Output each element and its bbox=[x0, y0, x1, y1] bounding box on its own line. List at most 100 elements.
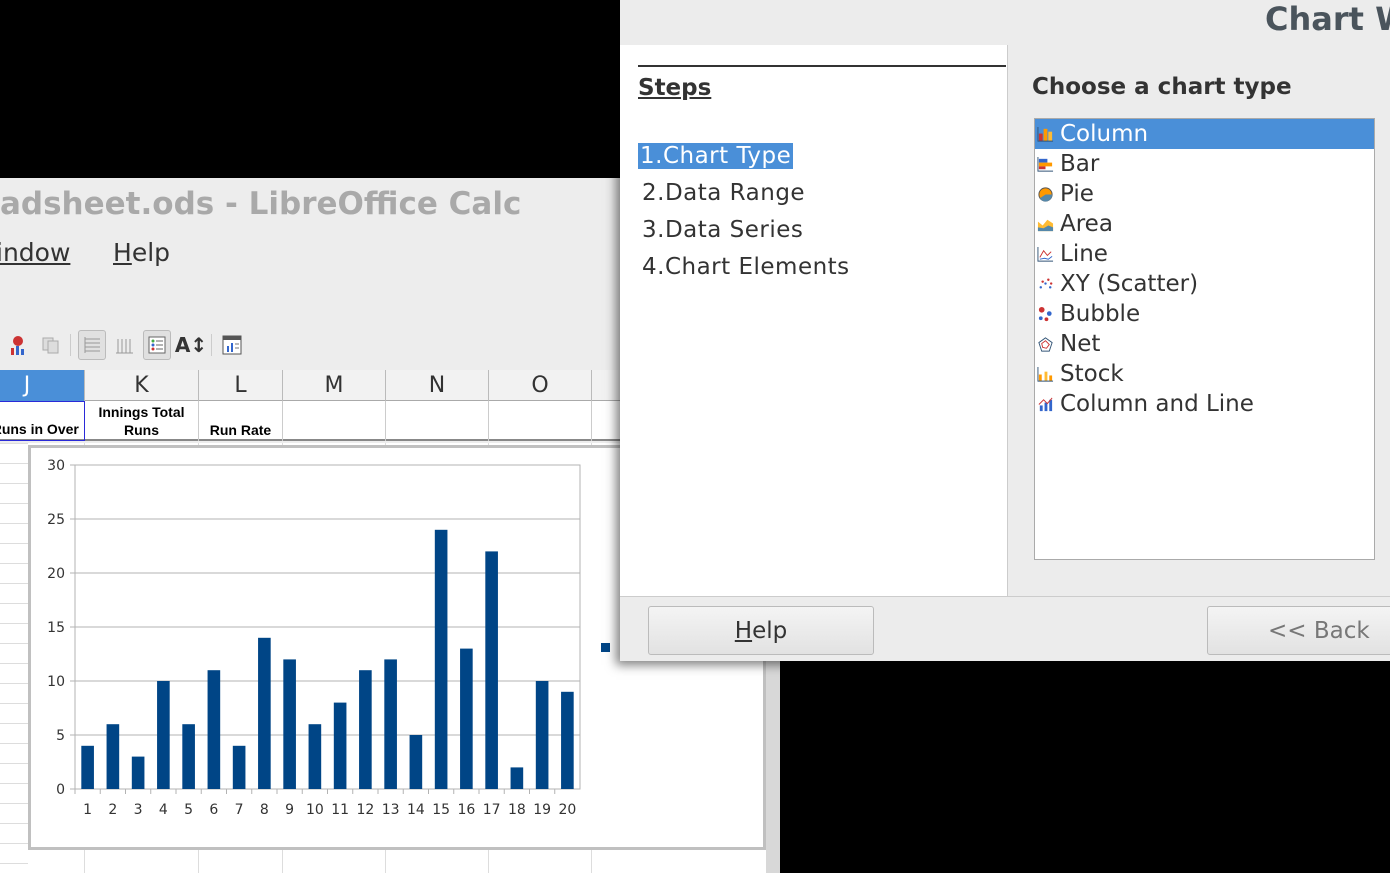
choose-chart-type-heading: Choose a chart type bbox=[1032, 74, 1292, 100]
bar-5 bbox=[182, 724, 195, 789]
x-tick-label: 14 bbox=[407, 802, 425, 818]
bar-3 bbox=[131, 756, 145, 789]
column-header-N[interactable]: N bbox=[386, 370, 489, 401]
x-tick-label: 2 bbox=[108, 802, 117, 818]
x-tick-label: 8 bbox=[260, 802, 269, 818]
y-tick-label: 20 bbox=[47, 566, 65, 582]
x-tick-label: 11 bbox=[331, 802, 349, 818]
bar-10 bbox=[308, 724, 322, 789]
bar-18 bbox=[510, 767, 524, 789]
chart-type-label: Column bbox=[1060, 121, 1149, 147]
column-header-J[interactable]: J bbox=[0, 370, 85, 401]
chart-type-label: Bubble bbox=[1060, 301, 1141, 327]
chart-toolbar: A↕ bbox=[0, 330, 620, 362]
help-button[interactable]: Help bbox=[648, 606, 874, 655]
embedded-chart[interactable]: 0 5 10 15 20 25 30 1 2 3 4 5 6 7 8 9 10 11 12 13 14 15 16 17 18 1… bbox=[28, 445, 766, 850]
chart-type-line[interactable]: Line bbox=[1035, 239, 1374, 269]
y-tick-label: 15 bbox=[47, 620, 65, 636]
data-table-icon[interactable] bbox=[218, 330, 246, 360]
x-tick-label: 12 bbox=[356, 802, 374, 818]
chart-type-icon[interactable] bbox=[4, 330, 32, 360]
scale-text-icon[interactable]: A↕ bbox=[174, 333, 208, 357]
bar-9 bbox=[283, 659, 296, 789]
bar-8 bbox=[258, 637, 271, 789]
x-tick-label: 16 bbox=[457, 802, 475, 818]
column-chart-icon bbox=[1037, 126, 1060, 143]
x-tick-label: 1 bbox=[83, 802, 92, 818]
x-tick-label: 18 bbox=[508, 802, 526, 818]
chart-type-stock[interactable]: Stock bbox=[1035, 359, 1374, 389]
column-line-chart-icon bbox=[1037, 396, 1060, 413]
area-chart-icon bbox=[1037, 216, 1060, 233]
legend-key bbox=[601, 643, 610, 652]
y-tick-label: 0 bbox=[56, 782, 65, 798]
legend-icon[interactable] bbox=[143, 330, 171, 360]
chart-type-net[interactable]: Net bbox=[1035, 329, 1374, 359]
stock-chart-icon bbox=[1037, 366, 1060, 383]
back-button[interactable]: << Back bbox=[1207, 606, 1390, 655]
dialog-footer: Help << Back bbox=[620, 596, 1390, 661]
chart-type-area[interactable]: Area bbox=[1035, 209, 1374, 239]
chart-type-label: Area bbox=[1060, 211, 1113, 237]
bar-20 bbox=[561, 691, 574, 789]
bar-15 bbox=[434, 529, 448, 789]
chart-type-label: XY (Scatter) bbox=[1060, 271, 1199, 297]
chart-type-pie[interactable]: Pie bbox=[1035, 179, 1374, 209]
bar-chart-icon bbox=[1037, 156, 1060, 173]
chart-type-list[interactable]: Column Bar Pie Area Line XY (Scatter) Bubble Ne… bbox=[1034, 118, 1375, 560]
steps-heading: Steps bbox=[638, 75, 712, 101]
bar-2 bbox=[106, 724, 120, 789]
net-chart-icon bbox=[1037, 336, 1060, 353]
steps-panel: Steps 1.Chart Type 2.Data Range 3.Data Ser… bbox=[620, 45, 1008, 596]
chart-type-bubble[interactable]: Bubble bbox=[1035, 299, 1374, 329]
cell[interactable]: Innings Total Runs bbox=[85, 401, 199, 441]
x-tick-label: 5 bbox=[184, 802, 193, 818]
step-3[interactable]: 3.Data Series bbox=[642, 217, 804, 243]
bubble-chart-icon bbox=[1037, 306, 1060, 323]
x-tick-label: 9 bbox=[285, 802, 294, 818]
chart-type-label: Pie bbox=[1060, 181, 1094, 207]
cell[interactable]: Run Rate bbox=[199, 401, 283, 441]
cell[interactable] bbox=[489, 401, 592, 441]
menu-help[interactable]: Help bbox=[113, 238, 171, 267]
cell[interactable] bbox=[283, 401, 386, 441]
step-2[interactable]: 2.Data Range bbox=[642, 180, 806, 206]
column-header-M[interactable]: M bbox=[283, 370, 386, 401]
x-tick-label: 19 bbox=[533, 802, 551, 818]
chart-type-label: Column and Line bbox=[1060, 391, 1254, 417]
chart-type-column[interactable]: Column bbox=[1035, 119, 1374, 149]
column-header-O[interactable]: O bbox=[489, 370, 592, 401]
x-tick-label: 20 bbox=[558, 802, 576, 818]
cell[interactable]: al Runs in Over bbox=[0, 401, 85, 441]
column-header-K[interactable]: K bbox=[85, 370, 199, 401]
chart-wizard-dialog: Chart W Steps 1.Chart Type 2.Data Range 3.… bbox=[620, 0, 1390, 661]
x-tick-label: 6 bbox=[209, 802, 218, 818]
bar-14 bbox=[409, 735, 423, 789]
line-chart-icon bbox=[1037, 246, 1060, 263]
window-title: adsheet.ods - LibreOffice Calc bbox=[0, 186, 522, 222]
x-tick-label: 15 bbox=[432, 802, 450, 818]
copy-icon[interactable] bbox=[36, 330, 64, 360]
bar-13 bbox=[384, 659, 397, 789]
x-tick-label: 3 bbox=[134, 802, 143, 818]
column-header-L[interactable]: L bbox=[199, 370, 283, 401]
x-tick-label: 7 bbox=[235, 802, 244, 818]
bar-6 bbox=[207, 670, 221, 789]
y-tick-label: 30 bbox=[47, 458, 65, 474]
bar-11 bbox=[333, 702, 347, 789]
cell[interactable] bbox=[386, 401, 489, 441]
bar-12 bbox=[359, 670, 372, 789]
vertical-grids-icon[interactable] bbox=[110, 330, 138, 360]
y-tick-label: 10 bbox=[47, 674, 65, 690]
chart-type-column-and-line[interactable]: Column and Line bbox=[1035, 389, 1374, 419]
step-1[interactable]: 1.Chart Type bbox=[638, 143, 794, 169]
menu-window[interactable]: indow bbox=[0, 238, 71, 267]
chart-type-label: Stock bbox=[1060, 361, 1124, 387]
y-tick-label: 5 bbox=[56, 728, 65, 744]
horizontal-grids-icon[interactable] bbox=[78, 330, 106, 360]
chart-type-xy-scatter[interactable]: XY (Scatter) bbox=[1035, 269, 1374, 299]
chart-type-bar[interactable]: Bar bbox=[1035, 149, 1374, 179]
step-4[interactable]: 4.Chart Elements bbox=[642, 254, 850, 280]
bar-17 bbox=[485, 551, 498, 789]
